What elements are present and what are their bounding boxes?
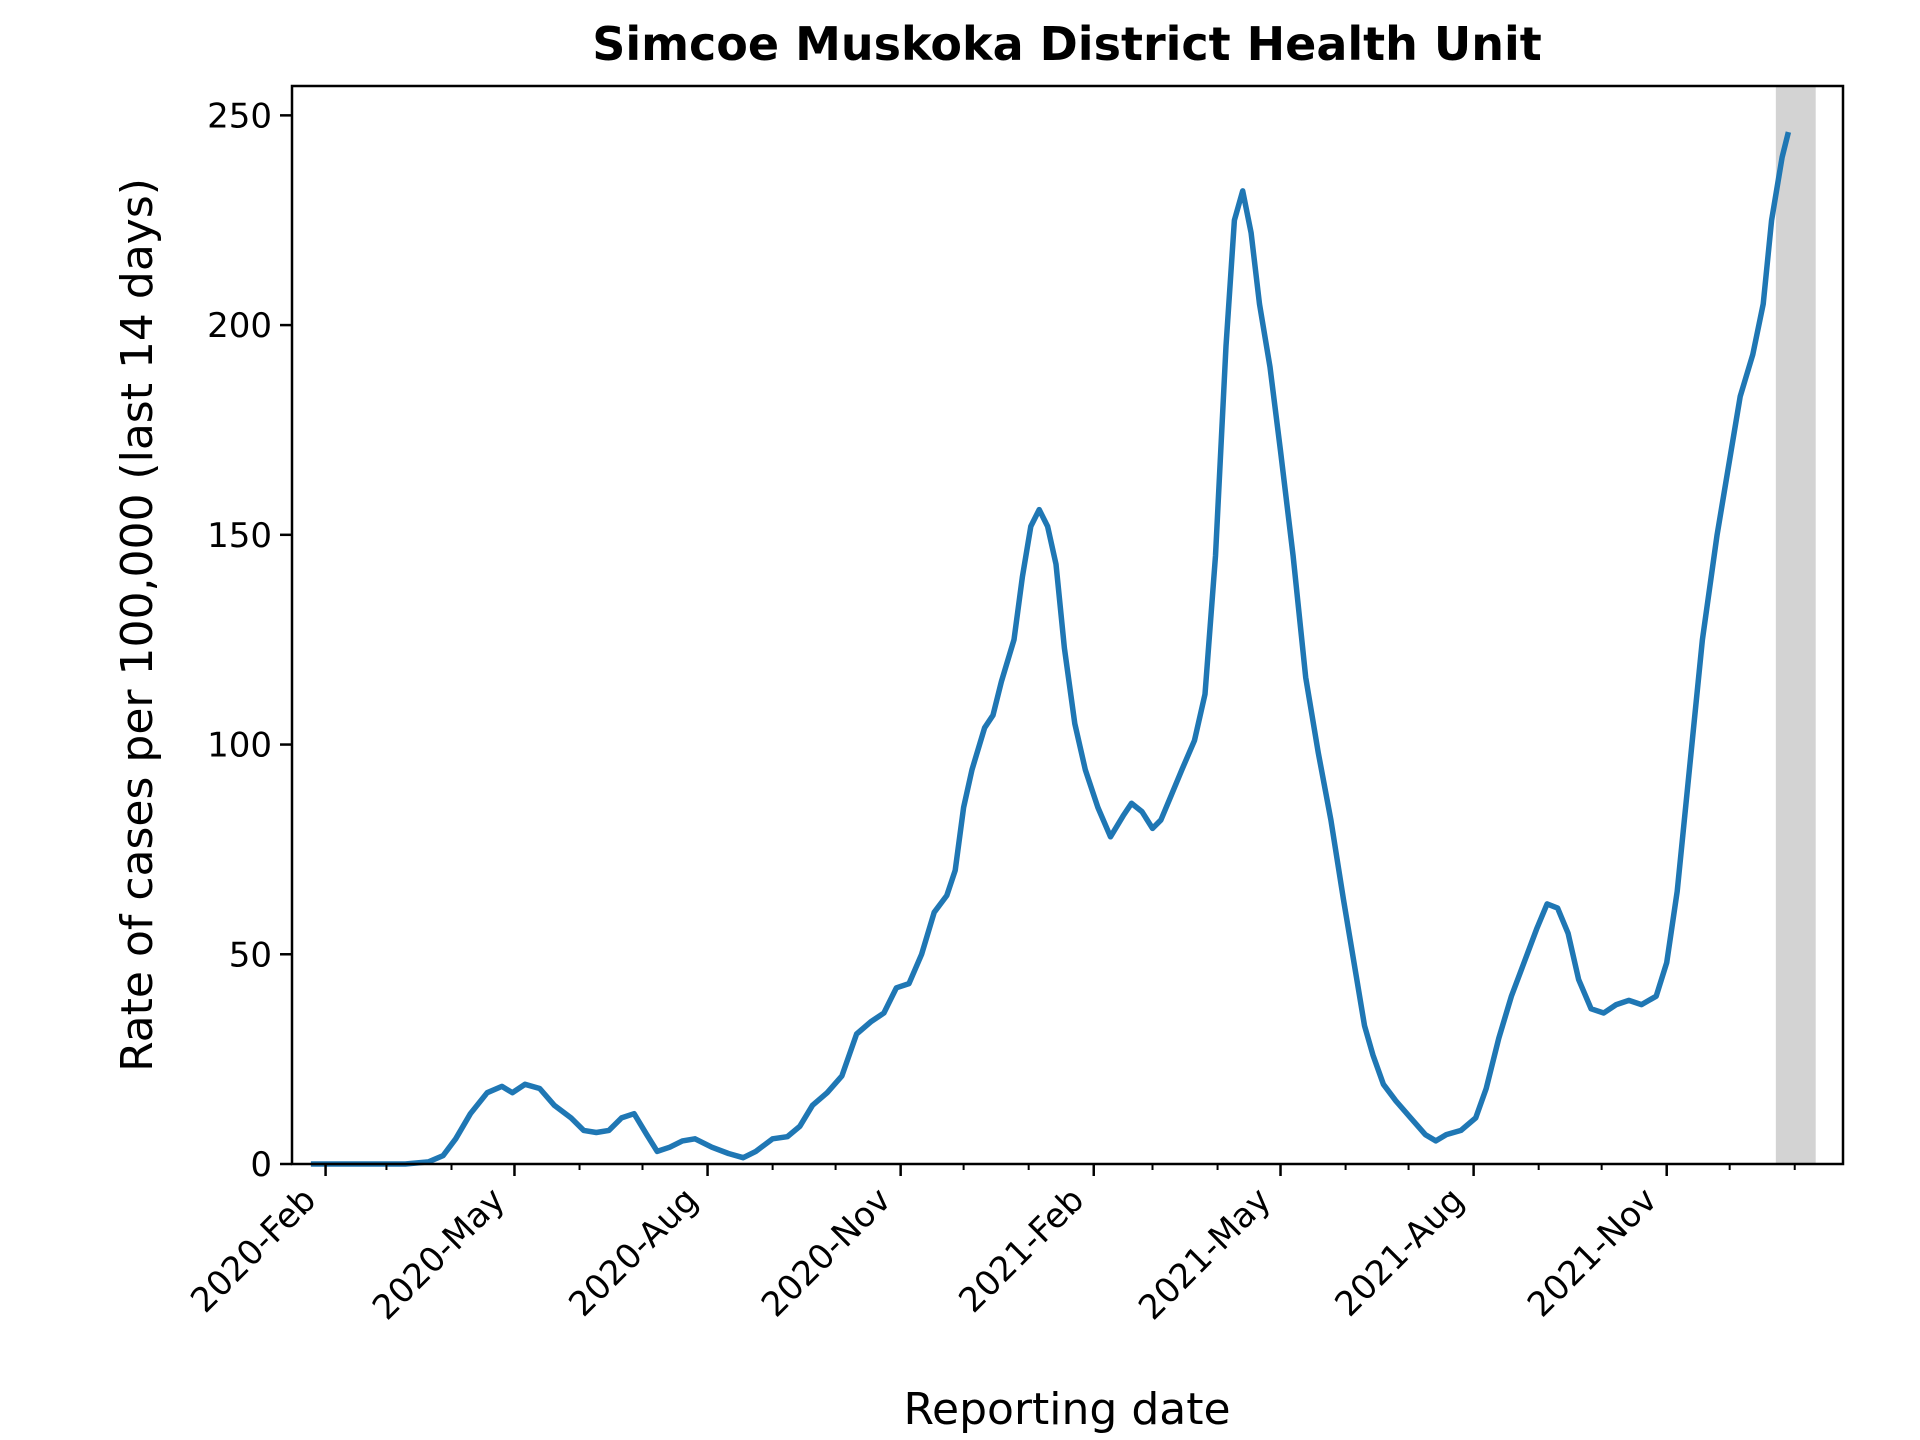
y-axis-label: Rate of cases per 100,000 (last 14 days) [112, 178, 163, 1072]
y-tick-label: 50 [229, 935, 272, 975]
y-tick-label: 150 [207, 516, 272, 556]
series-line-layer [310, 131, 1792, 1167]
y-tick-label: 100 [207, 726, 272, 766]
plot-frame [290, 84, 1845, 1166]
chart-title: Simcoe Muskoka District Health Unit [592, 17, 1542, 71]
series-line-0 [310, 131, 1792, 1167]
y-tick-label: 0 [250, 1145, 272, 1185]
y-tick-label: 250 [207, 96, 272, 136]
shaded-region [1775, 86, 1816, 1164]
shaded-region-layer [1775, 86, 1816, 1164]
y-axis: 0 50 100 150 200 250 [207, 96, 292, 1185]
x-axis-label: Reporting date [903, 1384, 1230, 1435]
y-tick-label: 200 [207, 306, 272, 346]
